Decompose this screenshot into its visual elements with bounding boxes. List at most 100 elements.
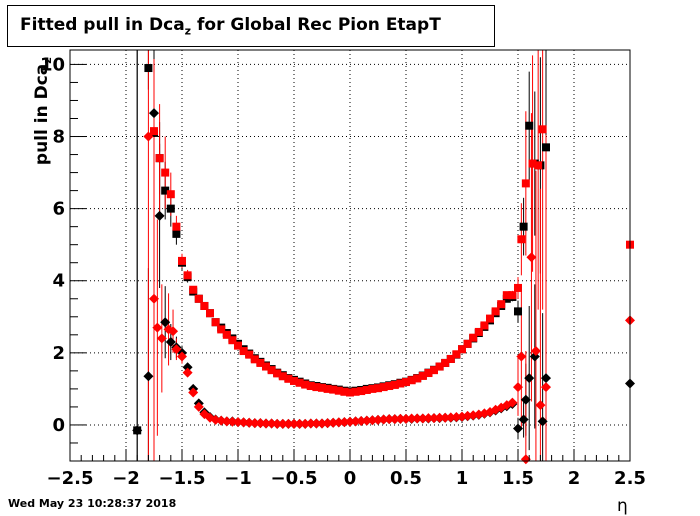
x-tick-label: 2 bbox=[568, 468, 581, 489]
data-point-diamond bbox=[168, 326, 179, 337]
data-point-square bbox=[519, 222, 528, 231]
data-point-square bbox=[538, 125, 547, 134]
data-point-square bbox=[206, 309, 214, 318]
data-point-square bbox=[144, 64, 153, 73]
data-point-square bbox=[480, 321, 489, 330]
data-point-diamond bbox=[356, 415, 367, 426]
y-tick-label: 4 bbox=[52, 271, 65, 292]
data-point-diamond bbox=[300, 418, 311, 429]
data-point-diamond bbox=[412, 413, 423, 424]
data-point-diamond bbox=[535, 400, 546, 411]
data-point-square bbox=[234, 341, 242, 350]
data-point-square bbox=[452, 350, 461, 359]
y-tick-label: 2 bbox=[52, 343, 65, 364]
data-point-diamond bbox=[339, 417, 350, 428]
data-point-diamond bbox=[149, 293, 159, 304]
data-point-square bbox=[497, 300, 506, 309]
data-point-square bbox=[379, 383, 388, 392]
data-point-square bbox=[502, 291, 511, 300]
data-point-square bbox=[508, 291, 517, 300]
x-tick-label: −2.5 bbox=[47, 468, 94, 489]
data-point-square bbox=[424, 369, 433, 378]
data-point-square bbox=[161, 168, 170, 177]
data-point-square bbox=[329, 385, 338, 394]
data-point-diamond bbox=[305, 418, 316, 429]
chart-title-rest: for Global Rec Pion EtapT bbox=[191, 15, 441, 35]
data-point-diamond bbox=[261, 418, 271, 429]
data-point-square bbox=[402, 378, 410, 387]
data-point-diamond bbox=[513, 423, 523, 434]
data-point-diamond bbox=[516, 351, 527, 362]
data-point-square bbox=[441, 358, 450, 367]
data-point-diamond bbox=[417, 413, 428, 424]
data-point-diamond bbox=[406, 413, 417, 424]
data-point-diamond bbox=[520, 454, 531, 465]
data-point-square bbox=[418, 371, 427, 380]
data-point-square bbox=[368, 384, 377, 393]
data-point-square bbox=[262, 362, 270, 371]
x-tick-label: 1.5 bbox=[502, 468, 534, 489]
data-point-diamond bbox=[451, 412, 462, 423]
y-axis-label-subscript: z bbox=[41, 57, 55, 64]
y-tick-label: 8 bbox=[52, 127, 65, 148]
data-point-square bbox=[528, 159, 537, 168]
x-tick-label: 1 bbox=[456, 468, 469, 489]
data-point-diamond bbox=[165, 337, 176, 348]
x-tick-label: 0.5 bbox=[390, 468, 422, 489]
data-point-diamond bbox=[283, 418, 294, 429]
data-point-diamond bbox=[294, 418, 305, 429]
data-point-diamond bbox=[255, 418, 266, 429]
data-point-diamond bbox=[238, 417, 249, 428]
data-point-square bbox=[396, 379, 405, 388]
data-point-square bbox=[166, 204, 175, 213]
data-point-square bbox=[340, 387, 349, 396]
data-point-square bbox=[312, 383, 321, 392]
data-point-diamond bbox=[345, 416, 355, 427]
data-point-square bbox=[334, 386, 343, 395]
x-tick-label: −0.5 bbox=[271, 468, 318, 489]
data-point-diamond bbox=[350, 416, 361, 427]
date-stamp: Wed May 23 10:28:37 2018 bbox=[8, 497, 177, 510]
data-point-square bbox=[256, 358, 265, 367]
data-point-diamond bbox=[156, 333, 167, 344]
data-point-square bbox=[217, 325, 226, 334]
data-point-diamond bbox=[289, 418, 299, 429]
data-point-square bbox=[273, 369, 282, 378]
data-point-diamond bbox=[328, 417, 339, 428]
data-point-square bbox=[362, 385, 371, 394]
data-point-square bbox=[458, 345, 466, 354]
data-point-square bbox=[346, 388, 354, 397]
data-point-square bbox=[514, 307, 522, 316]
data-point-square bbox=[514, 283, 522, 292]
data-point-diamond bbox=[188, 387, 199, 398]
data-point-diamond bbox=[440, 412, 451, 423]
data-point-square bbox=[385, 382, 394, 391]
data-point-square bbox=[534, 161, 543, 170]
x-tick-label: 0 bbox=[344, 468, 357, 489]
data-point-square bbox=[413, 374, 422, 383]
data-point-square bbox=[200, 301, 209, 310]
data-point-square bbox=[250, 355, 259, 364]
data-point-diamond bbox=[520, 394, 531, 405]
data-point-diamond bbox=[445, 412, 456, 423]
data-point-diamond bbox=[317, 418, 327, 429]
chart-title-subscript: z bbox=[184, 24, 192, 38]
data-point-square bbox=[172, 229, 181, 238]
data-point-diamond bbox=[171, 344, 182, 355]
data-point-diamond bbox=[513, 382, 523, 393]
data-point-square bbox=[183, 271, 192, 280]
data-point-square bbox=[435, 362, 444, 371]
data-point-diamond bbox=[221, 416, 232, 427]
data-point-diamond bbox=[322, 418, 333, 429]
data-point-diamond bbox=[423, 413, 434, 424]
data-point-square bbox=[517, 235, 526, 244]
data-point-square bbox=[469, 333, 478, 342]
data-point-diamond bbox=[143, 371, 154, 382]
data-point-diamond bbox=[154, 210, 165, 221]
x-tick-label: −2 bbox=[112, 468, 140, 489]
data-point-diamond bbox=[149, 108, 159, 119]
data-point-diamond bbox=[530, 346, 541, 357]
y-axis-label: pull in Dcaz bbox=[32, 36, 54, 186]
data-point-square bbox=[228, 336, 237, 345]
data-point-diamond bbox=[272, 418, 283, 429]
